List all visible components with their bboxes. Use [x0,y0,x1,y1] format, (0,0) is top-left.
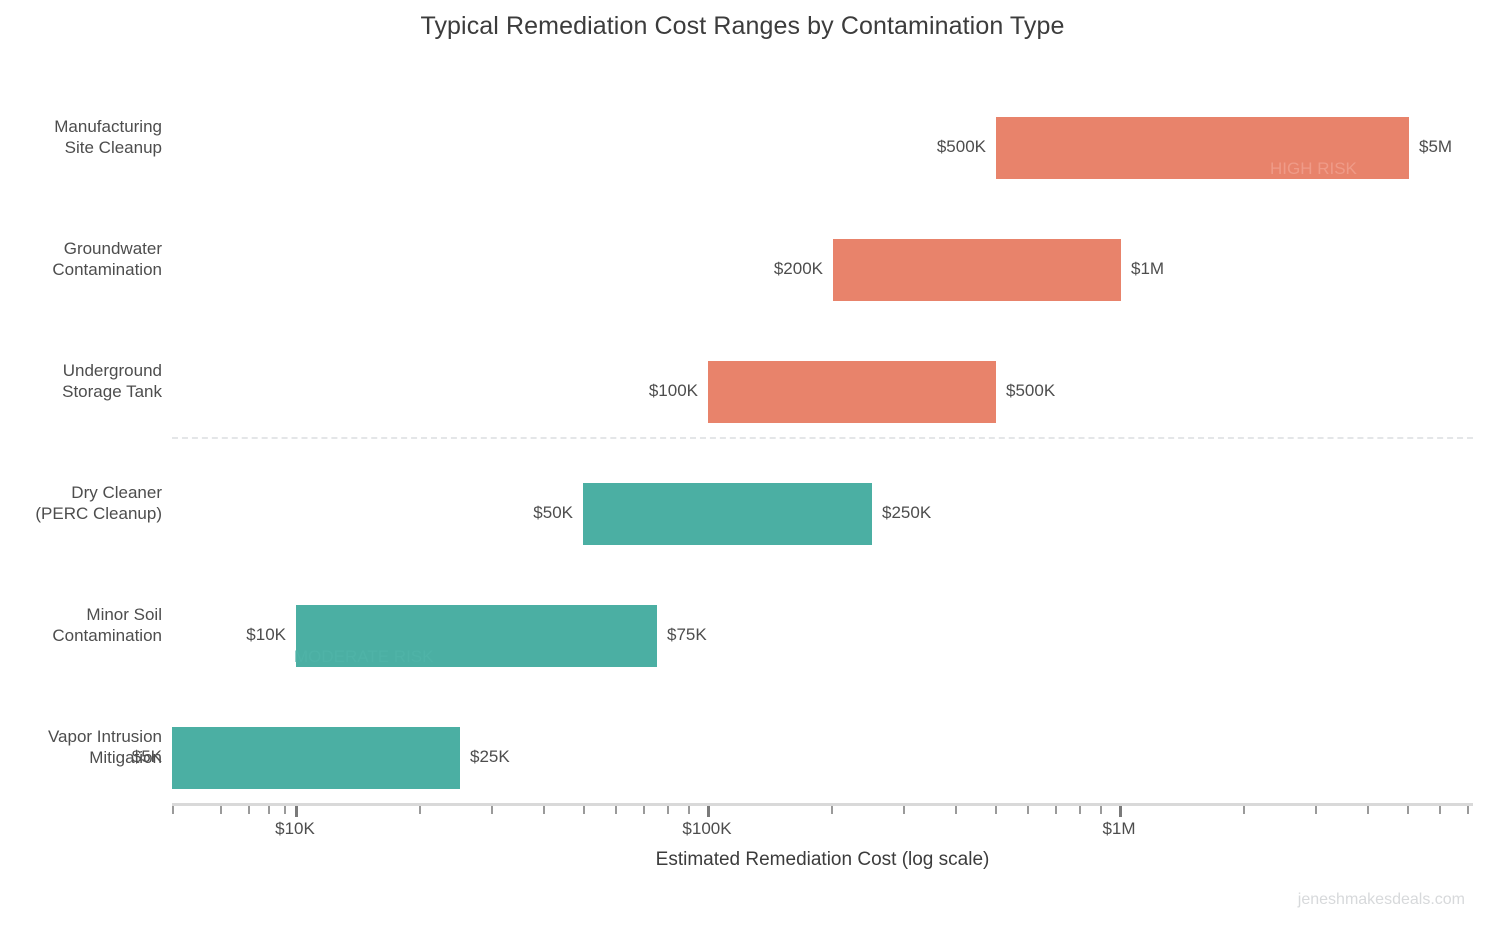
axis-tick-minor [1079,806,1081,814]
axis-tick-minor [220,806,222,814]
x-axis-line [172,803,1473,806]
axis-tick-minor [1100,806,1102,814]
x-axis-title: Estimated Remediation Cost (log scale) [655,849,990,870]
axis-tick-label: $1M [1102,819,1136,838]
axis-tick-minor [284,806,286,814]
bar-high-label: $75K [667,625,707,644]
plot-area: Manufacturing Site Cleanup $500K $5M HIG… [35,88,1473,870]
axis-tick-minor [1055,806,1057,814]
category-label: Groundwater Contamination [52,239,162,279]
category-label: Underground Storage Tank [62,361,162,401]
axis-tick-minor [172,806,174,814]
bar-low-label: $5K [131,747,162,766]
risk-group-divider [172,437,1473,439]
chart-row: Vapor Intrusion Mitigation $5K $25K [48,698,1473,817]
range-bar[interactable] [296,604,657,667]
axis-tick-minor [667,806,669,814]
bar-high-label: $25K [470,747,510,766]
axis-tick-minor [1467,806,1469,814]
bar-low-label: $10K [246,625,286,644]
range-bar[interactable] [708,360,996,423]
axis-tick-minor [1407,806,1409,814]
range-bar[interactable] [172,726,460,789]
range-bar[interactable] [996,116,1409,179]
axis-tick-minor [955,806,957,814]
axis-tick-minor [1439,806,1441,814]
axis-tick-minor [831,806,833,814]
axis-tick-minor [268,806,270,814]
axis-tick-minor [1367,806,1369,814]
category-label: Minor Soil Contamination [52,605,162,645]
axis-tick-minor [995,806,997,814]
bar-high-label: $500K [1006,381,1056,400]
axis-tick-minor [419,806,421,814]
range-bar[interactable] [833,238,1121,301]
axis-tick-minor [1243,806,1245,814]
chart-row: Manufacturing Site Cleanup $500K $5M HIG… [54,88,1473,207]
chart-row: Groundwater Contamination $200K $1M [52,210,1473,329]
category-label: Manufacturing Site Cleanup [54,117,162,157]
chart-title: Typical Remediation Cost Ranges by Conta… [420,12,1065,40]
axis-tick-minor [491,806,493,814]
axis-tick-major [295,806,298,817]
axis-tick-minor [543,806,545,814]
axis-tick-major [1119,806,1122,817]
axis-tick-label: $100K [682,819,732,838]
category-label: Vapor Intrusion Mitigation [47,727,162,767]
risk-annotation: HIGH RISK [1270,159,1357,178]
axis-tick-minor [1315,806,1317,814]
risk-annotation: MODERATE RISK [294,647,434,666]
chart-row: Underground Storage Tank $100K $500K [62,332,1473,451]
axis-tick-label: $10K [275,819,315,838]
bar-high-label: $1M [1131,259,1165,278]
bar-high-label: $5M [1419,137,1453,156]
bar-low-label: $100K [648,381,698,400]
axis-tick-minor [688,806,690,814]
watermark: jeneshmakesdeals.com [1297,891,1465,908]
bar-high-label: $250K [882,503,932,522]
axis-tick-major [707,806,710,817]
axis-tick-minor [1027,806,1029,814]
bar-low-label: $50K [533,503,573,522]
chart-row: Dry Cleaner (PERC Cleanup) $50K $250K [35,454,1473,573]
bar-low-label: $500K [936,137,986,156]
axis-tick-minor [643,806,645,814]
axis-tick-minor [248,806,250,814]
axis-tick-minor [903,806,905,814]
chart-row: Minor Soil Contamination $10K $75K MODER… [52,576,1473,695]
range-bar[interactable] [583,482,872,545]
category-label: Dry Cleaner (PERC Cleanup) [35,483,162,523]
bar-low-label: $200K [773,259,823,278]
axis-tick-minor [615,806,617,814]
axis-tick-minor [583,806,585,814]
